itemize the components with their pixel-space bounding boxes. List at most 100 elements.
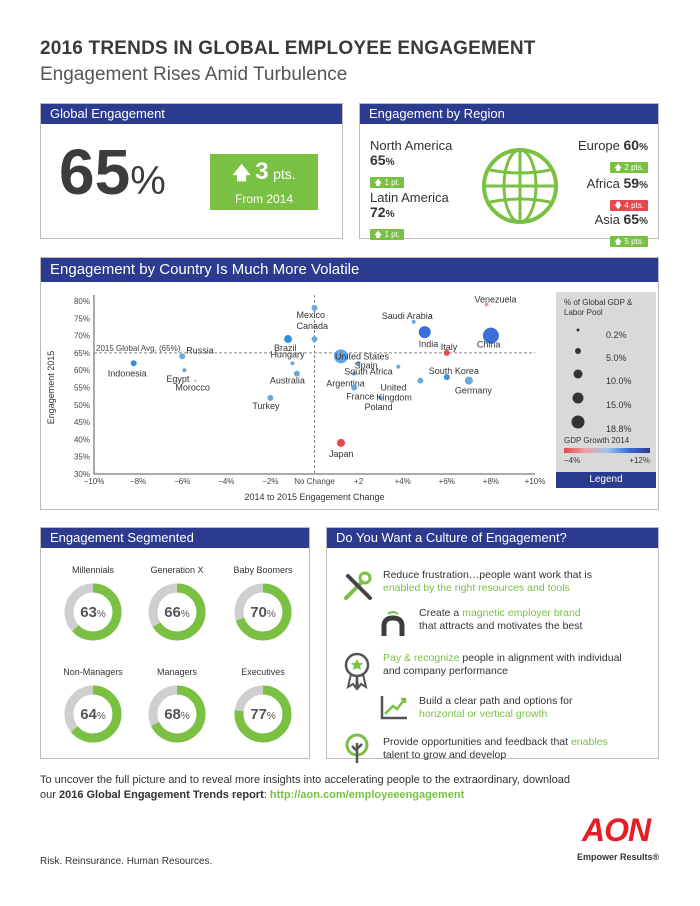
segment-ring: 77% <box>234 685 292 743</box>
tools-icon <box>344 571 372 600</box>
region-north-america: North America 65% 🡅 1 pt. <box>370 138 470 191</box>
segmented-panel: Engagement Segmented <box>40 527 310 759</box>
point-label: Morocco <box>175 383 210 393</box>
point-label: Turkey <box>252 401 280 411</box>
tree-icon <box>345 733 369 763</box>
data-point <box>484 302 489 307</box>
data-point <box>284 335 293 344</box>
culture-header: Do You Want a Culture of Engagement? <box>327 528 658 548</box>
culture-item-brand: Create a magnetic employer brand that att… <box>419 607 583 632</box>
ring-fill <box>234 685 292 743</box>
point-label: China <box>477 340 501 350</box>
data-point <box>290 361 295 366</box>
data-point <box>378 395 383 400</box>
x-tick-label: −10% <box>84 477 105 486</box>
segment-label: Baby Boomers <box>233 565 293 575</box>
y-tick-label: 80% <box>74 297 90 306</box>
data-point <box>443 374 450 381</box>
footer-text: To uncover the full picture and to revea… <box>40 774 570 801</box>
y-tick-label: 45% <box>74 418 90 427</box>
data-point <box>293 370 300 377</box>
data-point <box>482 327 499 344</box>
data-point <box>443 349 450 356</box>
segment-ring: 68% <box>148 685 206 743</box>
data-point <box>333 349 348 364</box>
point-label: Indonesia <box>108 368 147 378</box>
point-label: Mexico <box>297 310 326 320</box>
region-panel: Engagement by Region North America 65% 🡅… <box>359 103 659 247</box>
y-tick-label: 40% <box>74 435 90 444</box>
data-point <box>311 336 318 343</box>
data-point <box>182 368 187 373</box>
region-name: North America 65% <box>370 138 453 168</box>
y-tick-label: 65% <box>74 349 90 358</box>
ring-value: 63% <box>80 604 106 621</box>
segment-millennials: Millennials 63% <box>48 565 138 643</box>
segment-generation-x: Generation X 66% <box>132 565 222 643</box>
page-subtitle: Engagement Rises Amid Turbulence <box>40 64 348 85</box>
award-ribbon-icon <box>344 652 370 691</box>
legend-size-label: 15.0% <box>606 400 632 410</box>
culture-item-growth: Build a clear path and options for horizo… <box>419 695 573 720</box>
culture-item-develop: Provide opportunities and feedback that … <box>383 736 608 761</box>
point-label: United <box>380 383 406 393</box>
magnet-icon <box>381 611 405 636</box>
ring-fill <box>64 583 122 641</box>
ring-value: 66% <box>164 604 190 621</box>
point-label: South Korea <box>429 366 479 376</box>
y-tick-label: 70% <box>74 332 90 341</box>
segment-executives: Executives 77% <box>218 667 308 745</box>
growth-arrow-icon <box>380 696 407 720</box>
data-point <box>396 364 401 369</box>
data-point <box>352 371 357 376</box>
segment-ring: 70% <box>234 583 292 641</box>
data-point <box>311 304 318 311</box>
legend-size-dot <box>576 328 580 332</box>
point-label: Argentina <box>326 379 365 389</box>
global-engagement-value: 65% <box>59 136 166 208</box>
segment-managers: Managers 68% <box>132 667 222 745</box>
globe-icon <box>482 148 558 224</box>
report-link[interactable]: http://aon.com/employeeengagement <box>269 789 465 801</box>
x-tick-label: +10% <box>525 477 546 486</box>
point-label: Egypt <box>166 374 190 384</box>
legend-size-label: 18.8% <box>606 424 632 434</box>
legend-footer: Legend <box>556 472 656 488</box>
legend-title: % of Global GDP & Labor Pool <box>564 298 633 317</box>
legend-growth-title: GDP Growth 2014 <box>564 436 630 445</box>
up-arrow-icon: 🡅 <box>232 163 251 183</box>
global-engagement-panel: Global Engagement 65% 🡅 3 pts. From 2014 <box>40 103 343 239</box>
segment-ring: 63% <box>64 583 122 641</box>
y-axis-label: Engagement 2015 <box>46 351 56 425</box>
point-label: South Africa <box>344 367 393 377</box>
legend-growth-max: +12% <box>629 456 650 465</box>
ring-value: 77% <box>250 706 276 723</box>
data-point <box>267 394 274 401</box>
segment-label: Executives <box>241 667 285 677</box>
region-change-badge: 🡅 5 pts. <box>609 236 648 247</box>
country-panel: Engagement by Country Is Much More Volat… <box>40 257 659 510</box>
point-label: Spain <box>355 360 378 370</box>
point-label: United States <box>335 351 390 361</box>
point-label: Hungary <box>270 349 305 359</box>
brand-slogan: Empower Results® <box>577 852 660 862</box>
country-header: Engagement by Country Is Much More Volat… <box>41 258 658 282</box>
point-label: Canada <box>297 321 329 331</box>
point-label: Russia <box>186 345 214 355</box>
y-tick-label: 75% <box>74 314 90 323</box>
legend-growth-min: −4% <box>564 456 581 465</box>
y-tick-label: 50% <box>74 401 90 410</box>
point-label: Kingdom <box>376 393 412 403</box>
ring-fill <box>64 685 122 743</box>
data-point <box>130 360 137 367</box>
point-label: Italy <box>441 342 458 352</box>
culture-item-tools: Reduce frustration…people want work that… <box>383 569 592 594</box>
point-label: Japan <box>329 449 354 459</box>
point-label: Australia <box>270 376 305 386</box>
region-change-badge: 🡇 4 pts. <box>609 200 648 211</box>
ring-fill <box>148 583 206 641</box>
ring-value: 70% <box>250 604 276 621</box>
data-point <box>464 376 473 385</box>
aon-logo: AON <box>582 812 651 848</box>
segment-non-managers: Non-Managers 64% <box>48 667 138 745</box>
